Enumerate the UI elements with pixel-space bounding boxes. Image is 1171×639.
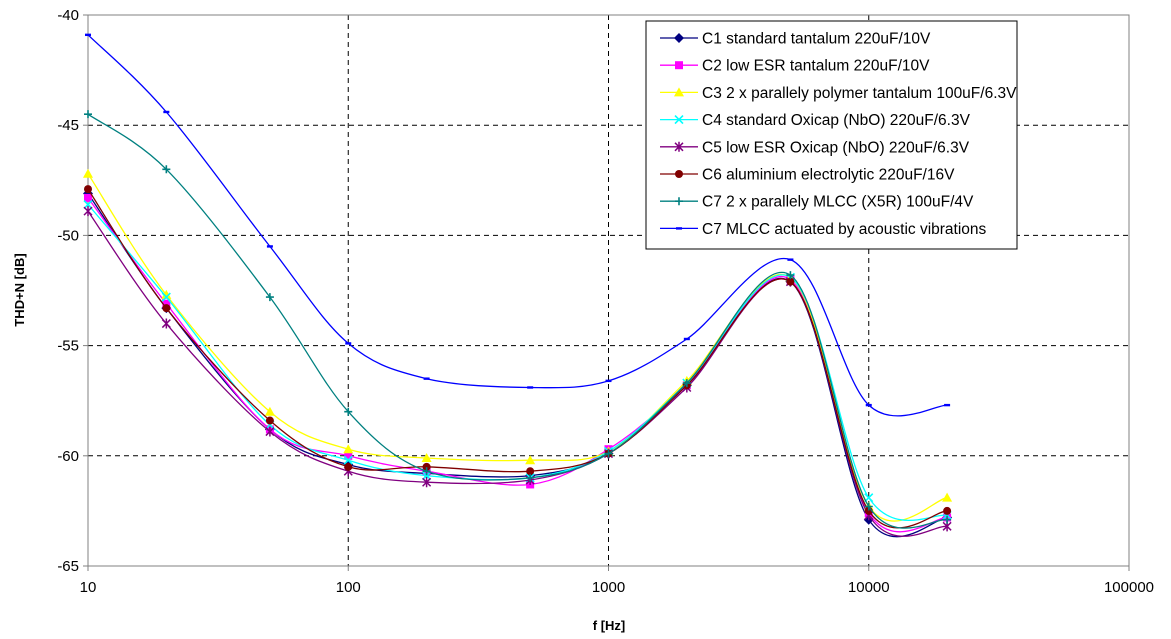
data-point (604, 449, 613, 458)
y-axis-title: THD+N [dB] (12, 253, 27, 326)
x-tick-label: 100000 (1104, 579, 1154, 596)
legend-box (645, 20, 1018, 250)
data-point (422, 467, 431, 476)
legend-marker (674, 87, 684, 97)
data-point (865, 403, 872, 407)
legend-marker (675, 61, 683, 70)
data-point (343, 455, 353, 465)
y-tick-label: -40 (57, 7, 79, 24)
data-point (943, 506, 952, 515)
series-line (87, 188, 948, 529)
data-point (343, 444, 354, 454)
legend-label: C7 MLCC actuated by acoustic vibrations (702, 221, 987, 238)
legend-label: C3 2 x parallely polymer tantalum 100uF/… (702, 85, 1017, 102)
legend-marker (674, 33, 684, 43)
y-tick-label: -60 (57, 448, 79, 465)
legend-item: C4 standard Oxicap (NbO) 220uF/6.3V (660, 112, 971, 129)
data-point (162, 304, 171, 313)
data-point (265, 293, 274, 302)
data-point (787, 258, 794, 261)
legend-item: C1 standard tantalum 220uF/10V (660, 31, 931, 48)
data-point (944, 403, 951, 407)
legend-marker (675, 170, 683, 178)
data-point (526, 473, 535, 482)
data-point (161, 292, 171, 302)
legend-item: C7 MLCC actuated by acoustic vibrations (660, 221, 987, 238)
data-point (421, 453, 432, 463)
data-point (162, 299, 171, 308)
data-point (266, 245, 273, 248)
y-tick-label: -45 (57, 117, 79, 134)
legend-item: C5 low ESR Oxicap (NbO) 220uF/6.3V (660, 139, 970, 156)
data-point (162, 165, 171, 174)
legend-item: C2 low ESR tantalum 220uF/10V (660, 58, 930, 75)
legend-label: C7 2 x parallely MLCC (X5R) 100uF/4V (702, 194, 974, 211)
data-point (161, 289, 172, 299)
data-point (84, 185, 92, 194)
data-point (422, 462, 431, 471)
data-point (683, 337, 690, 341)
data-point (84, 110, 92, 119)
legend-item: C6 aluminium electrolytic 220uF/16V (660, 167, 955, 184)
series-7 (84, 110, 952, 529)
legend-label: C2 low ESR tantalum 220uF/10V (702, 58, 930, 75)
series-line (87, 193, 948, 538)
data-point (161, 318, 171, 329)
data-point (786, 277, 795, 286)
x-tick-label: 10 (80, 579, 97, 596)
series-8 (85, 33, 951, 417)
data-point (84, 193, 92, 202)
data-point (422, 471, 432, 481)
legend-marker (675, 197, 683, 206)
legend-label: C1 standard tantalum 220uF/10V (702, 31, 931, 48)
data-point (344, 451, 353, 460)
data-point (345, 342, 352, 345)
x-axis-title: f [Hz] (593, 618, 626, 633)
legend-marker (674, 115, 684, 125)
data-point (942, 492, 953, 502)
data-point (605, 379, 612, 383)
data-point (864, 493, 874, 503)
data-point (264, 406, 275, 416)
legend-label: C6 aluminium electrolytic 220uF/16V (702, 167, 955, 184)
legend: C1 standard tantalum 220uF/10V C2 low ESR… (645, 20, 1018, 250)
data-point (85, 33, 91, 37)
legend-item: C7 2 x parallely MLCC (X5R) 100uF/4V (660, 194, 974, 211)
y-tick-label: -65 (57, 558, 79, 575)
legend-label: C4 standard Oxicap (NbO) 220uF/6.3V (702, 112, 971, 129)
x-tick-label: 10000 (848, 579, 890, 596)
data-point (527, 386, 534, 389)
series-line (87, 113, 948, 529)
series-line (87, 204, 948, 522)
y-tick-label: -50 (57, 227, 79, 244)
x-tick-label: 1000 (592, 579, 625, 596)
data-point (83, 199, 93, 210)
data-point (525, 455, 536, 465)
series-lines (83, 33, 953, 538)
data-point (344, 462, 353, 471)
data-point (423, 377, 430, 380)
data-point (422, 477, 432, 488)
x-tick-label: 100 (336, 579, 361, 596)
data-point (83, 206, 93, 217)
legend-item: C3 2 x parallely polymer tantalum 100uF/… (660, 85, 1017, 102)
legend-marker (674, 141, 684, 152)
data-point (83, 168, 93, 178)
series-6 (84, 185, 952, 529)
data-point (265, 416, 274, 425)
data-point (526, 467, 535, 476)
data-point (163, 110, 170, 114)
legend-label: C5 low ESR Oxicap (NbO) 220uF/6.3V (702, 139, 970, 156)
data-point (265, 426, 275, 437)
data-point (943, 515, 952, 524)
legend-marker (676, 227, 682, 230)
data-point (344, 407, 353, 416)
data-point (682, 379, 691, 388)
data-point (786, 271, 795, 280)
y-tick-label: -55 (57, 338, 79, 355)
data-point (864, 502, 873, 511)
